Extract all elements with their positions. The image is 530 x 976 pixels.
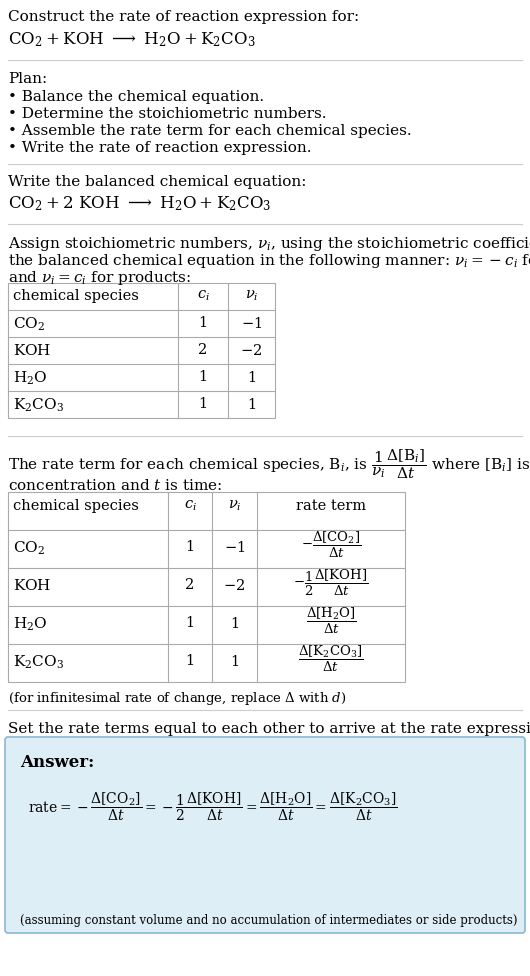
Text: $\mathrm{CO_2 + KOH\ \longrightarrow\ H_2O + K_2CO_3}$: $\mathrm{CO_2 + KOH\ \longrightarrow\ H_… (8, 30, 255, 49)
Text: 1: 1 (198, 316, 208, 330)
Text: 2: 2 (186, 578, 195, 592)
Text: $\mathrm{K_2CO_3}$: $\mathrm{K_2CO_3}$ (13, 397, 64, 415)
Text: • Balance the chemical equation.: • Balance the chemical equation. (8, 90, 264, 104)
Text: $-2$: $-2$ (224, 578, 245, 593)
Text: $1$: $1$ (247, 370, 256, 385)
Text: $\dfrac{\Delta[\mathrm{H_2O}]}{\Delta t}$: $\dfrac{\Delta[\mathrm{H_2O}]}{\Delta t}… (306, 606, 356, 636)
Text: • Determine the stoichiometric numbers.: • Determine the stoichiometric numbers. (8, 107, 326, 121)
Text: 1: 1 (186, 616, 195, 630)
Text: (for infinitesimal rate of change, replace $\Delta$ with $d$): (for infinitesimal rate of change, repla… (8, 690, 347, 707)
Bar (8, 492, 405, 682)
Text: $-1$: $-1$ (224, 540, 245, 555)
Text: $1$: $1$ (230, 654, 239, 669)
Text: The rate term for each chemical species, $\mathrm{B}_i$, is $\dfrac{1}{\nu_i}\df: The rate term for each chemical species,… (8, 448, 530, 481)
Text: Set the rate terms equal to each other to arrive at the rate expression:: Set the rate terms equal to each other t… (8, 722, 530, 736)
Text: and $\nu_i = c_i$ for products:: and $\nu_i = c_i$ for products: (8, 269, 191, 287)
FancyBboxPatch shape (5, 737, 525, 933)
Text: $\mathrm{KOH}$: $\mathrm{KOH}$ (13, 578, 51, 593)
Text: 1: 1 (198, 397, 208, 411)
Text: the balanced chemical equation in the following manner: $\nu_i = -c_i$ for react: the balanced chemical equation in the fo… (8, 252, 530, 270)
Text: $\mathrm{rate} = -\dfrac{\Delta[\mathrm{CO_2}]}{\Delta t} = -\dfrac{1}{2}\dfrac{: $\mathrm{rate} = -\dfrac{\Delta[\mathrm{… (28, 790, 397, 823)
Text: $\mathrm{H_2O}$: $\mathrm{H_2O}$ (13, 370, 47, 387)
Text: Answer:: Answer: (20, 754, 94, 771)
Text: • Assemble the rate term for each chemical species.: • Assemble the rate term for each chemic… (8, 124, 412, 138)
Text: • Write the rate of reaction expression.: • Write the rate of reaction expression. (8, 141, 312, 155)
Text: $\mathrm{H_2O}$: $\mathrm{H_2O}$ (13, 616, 47, 633)
Text: Write the balanced chemical equation:: Write the balanced chemical equation: (8, 175, 306, 189)
Bar (8, 283, 275, 418)
Text: Assign stoichiometric numbers, $\nu_i$, using the stoichiometric coefficients, $: Assign stoichiometric numbers, $\nu_i$, … (8, 235, 530, 253)
Text: $\dfrac{\Delta[\mathrm{K_2CO_3}]}{\Delta t}$: $\dfrac{\Delta[\mathrm{K_2CO_3}]}{\Delta… (298, 644, 364, 674)
Text: $\mathrm{KOH}$: $\mathrm{KOH}$ (13, 343, 51, 358)
Text: $\mathrm{CO_2 + 2\ KOH\ \longrightarrow\ H_2O + K_2CO_3}$: $\mathrm{CO_2 + 2\ KOH\ \longrightarrow\… (8, 194, 271, 213)
Text: $\mathrm{K_2CO_3}$: $\mathrm{K_2CO_3}$ (13, 654, 64, 671)
Text: chemical species: chemical species (13, 289, 139, 303)
Text: $c_i$: $c_i$ (197, 289, 209, 304)
Text: 1: 1 (198, 370, 208, 384)
Text: $\mathrm{CO_2}$: $\mathrm{CO_2}$ (13, 540, 45, 557)
Text: concentration and $t$ is time:: concentration and $t$ is time: (8, 478, 223, 493)
Text: $\nu_i$: $\nu_i$ (228, 499, 241, 513)
Text: $-2$: $-2$ (241, 343, 262, 358)
Text: Plan:: Plan: (8, 72, 47, 86)
Text: rate term: rate term (296, 499, 366, 513)
Text: 2: 2 (198, 343, 208, 357)
Text: 1: 1 (186, 654, 195, 668)
Text: Construct the rate of reaction expression for:: Construct the rate of reaction expressio… (8, 10, 359, 24)
Text: $1$: $1$ (230, 616, 239, 631)
Text: $1$: $1$ (247, 397, 256, 412)
Text: $-\dfrac{1}{2}\dfrac{\Delta[\mathrm{KOH}]}{\Delta t}$: $-\dfrac{1}{2}\dfrac{\Delta[\mathrm{KOH}… (293, 568, 369, 598)
Text: $\nu_i$: $\nu_i$ (245, 289, 258, 304)
Text: (assuming constant volume and no accumulation of intermediates or side products): (assuming constant volume and no accumul… (20, 914, 517, 927)
Text: 1: 1 (186, 540, 195, 554)
Text: $-\dfrac{\Delta[\mathrm{CO_2}]}{\Delta t}$: $-\dfrac{\Delta[\mathrm{CO_2}]}{\Delta t… (301, 530, 361, 560)
Text: $\mathrm{CO_2}$: $\mathrm{CO_2}$ (13, 316, 45, 334)
Text: chemical species: chemical species (13, 499, 139, 513)
Text: $c_i$: $c_i$ (183, 499, 197, 513)
Text: $-1$: $-1$ (241, 316, 262, 331)
